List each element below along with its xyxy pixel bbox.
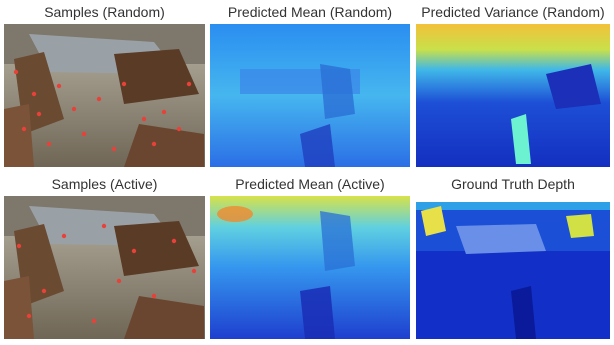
sample-point xyxy=(41,288,47,294)
mean-random-image xyxy=(210,24,410,167)
ground-truth-image xyxy=(416,196,610,339)
panel-ground-truth: Ground Truth Depth xyxy=(416,174,610,341)
panel-title: Predicted Mean (Active) xyxy=(235,176,385,192)
sample-point xyxy=(176,126,182,132)
sample-point xyxy=(91,318,97,324)
variance-random-image xyxy=(416,24,610,167)
sample-point xyxy=(101,223,107,229)
panel-title: Samples (Active) xyxy=(51,176,158,192)
sample-point xyxy=(111,146,117,152)
panel-mean-active: Predicted Mean (Active) xyxy=(210,174,410,341)
sample-point xyxy=(191,268,197,274)
sample-point xyxy=(116,278,122,284)
samples-random-image xyxy=(4,24,205,167)
sample-point xyxy=(21,126,27,132)
sample-point xyxy=(151,293,157,299)
sample-point xyxy=(56,83,62,89)
panel-mean-random: Predicted Mean (Random) xyxy=(210,2,410,169)
sample-point xyxy=(161,109,167,115)
panel-samples-random: Samples (Random) xyxy=(4,2,205,169)
samples-active-image xyxy=(4,196,205,339)
sample-point xyxy=(13,69,19,75)
sample-point xyxy=(46,141,52,147)
panel-title: Samples (Random) xyxy=(44,4,165,20)
sample-point xyxy=(61,233,67,239)
panel-title: Predicted Variance (Random) xyxy=(421,4,605,20)
sample-point xyxy=(121,81,127,87)
sample-point xyxy=(151,141,157,147)
panel-variance-random: Predicted Variance (Random) xyxy=(416,2,610,169)
panel-title: Predicted Mean (Random) xyxy=(227,4,393,20)
mean-active-image xyxy=(210,196,410,339)
sample-point xyxy=(81,131,87,137)
sample-point xyxy=(171,238,177,244)
panel-samples-active: Samples (Active) xyxy=(4,174,205,341)
panel-title: Ground Truth Depth xyxy=(451,176,575,192)
sample-point xyxy=(71,106,77,112)
sample-point xyxy=(131,248,137,254)
sample-point xyxy=(31,91,37,97)
sample-point xyxy=(186,81,192,87)
sample-point xyxy=(26,313,32,319)
sample-point xyxy=(16,243,22,249)
sample-point xyxy=(141,116,147,122)
sample-point xyxy=(36,111,42,117)
sample-point xyxy=(96,96,102,102)
